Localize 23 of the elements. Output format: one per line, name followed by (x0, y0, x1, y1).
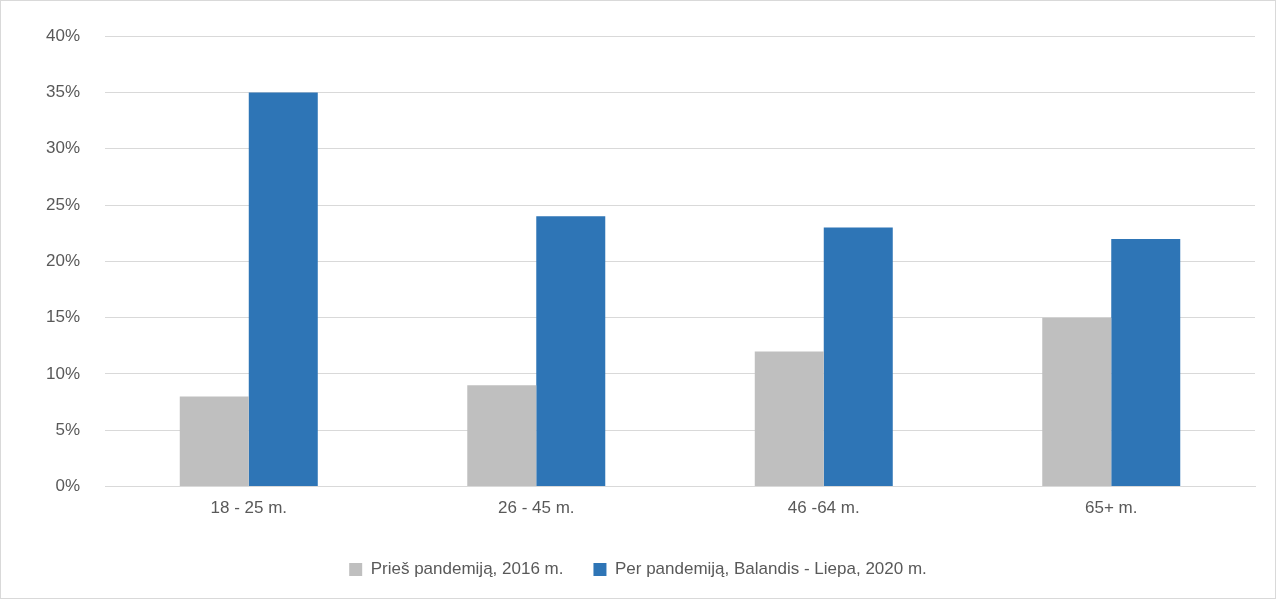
y-tick-label: 0% (55, 476, 81, 496)
y-tick-label: 30% (45, 138, 81, 158)
y-tick-label: 10% (45, 363, 81, 383)
x-tick-label: 26 - 45 m. (497, 498, 575, 518)
bar (536, 216, 606, 487)
bar (467, 385, 537, 487)
bar (179, 396, 249, 487)
y-tick-label: 20% (45, 251, 81, 271)
y-tick-label: 25% (45, 194, 81, 214)
legend-label: Per pandemiją, Balandis - Liepa, 2020 m. (614, 559, 927, 579)
x-tick-label: 65+ m. (1085, 498, 1138, 518)
y-tick-label: 35% (45, 82, 81, 102)
y-tick-label: 40% (45, 25, 81, 45)
legend-label: Prieš pandemiją, 2016 m. (370, 559, 564, 579)
y-tick-label: 15% (45, 307, 81, 327)
y-tick-label: 5% (55, 419, 81, 439)
bar (1042, 317, 1112, 487)
bar (1111, 238, 1181, 487)
bar (248, 92, 318, 487)
bar (754, 351, 824, 487)
x-tick-label: 18 - 25 m. (210, 498, 288, 518)
bar (823, 227, 893, 487)
x-tick-label: 46 -64 m. (787, 498, 860, 518)
